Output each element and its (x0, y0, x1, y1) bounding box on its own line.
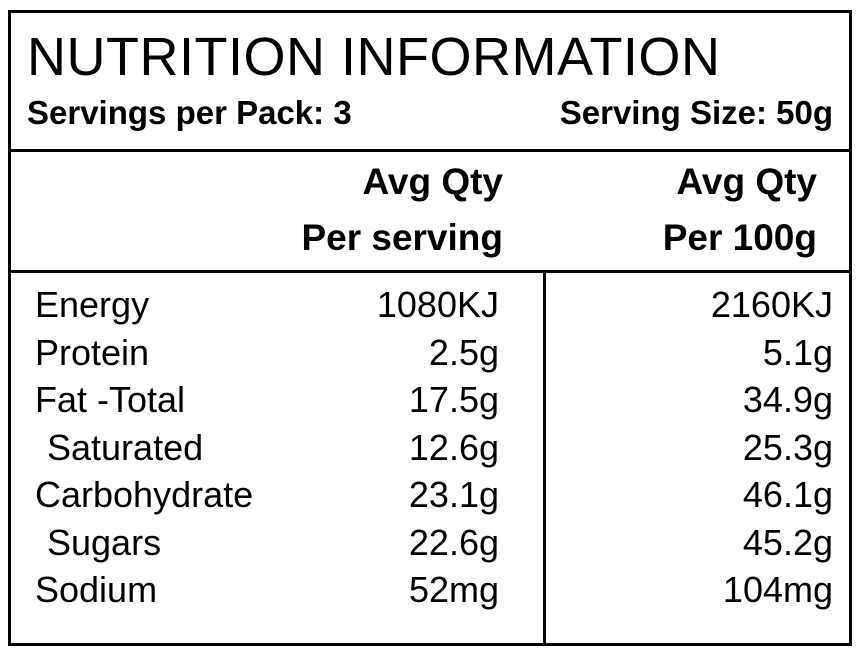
per-100g-value: 45.2g (742, 521, 833, 563)
per-serving-value: 52mg (408, 569, 499, 610)
table-row: Sodium 52mg 104mg (11, 566, 849, 614)
nutrient-name: Energy (35, 284, 150, 325)
nutrient-name: Carbohydrate (35, 474, 254, 515)
per-100g-value: 25.3g (742, 426, 833, 468)
column-divider (543, 273, 546, 643)
nutrient-name: Saturated (47, 426, 204, 468)
table-row: Fat -Total 17.5g 34.9g (11, 376, 849, 424)
per-serving-value: 1080KJ (376, 284, 499, 325)
per-serving-value: 12.6g (408, 426, 499, 468)
per-100g-value: 104mg (722, 569, 833, 610)
nutrient-name: Fat -Total (35, 379, 186, 420)
per-100g-header-line1: Avg Qty (676, 161, 817, 202)
per-100g-value: 46.1g (742, 474, 833, 515)
nutrition-panel: NUTRITION INFORMATION Servings per Pack:… (8, 10, 852, 646)
column-headers: Avg Qty Per serving Avg Qty Per 100g (11, 152, 849, 273)
nutrient-name: Sugars (47, 521, 162, 563)
per-serving-value: 17.5g (408, 379, 499, 420)
per-serving-value: 2.5g (428, 331, 499, 373)
per-serving-value: 23.1g (408, 474, 499, 515)
table-row: Energy 1080KJ 2160KJ (11, 281, 849, 329)
serving-size: Serving Size: 50g (559, 94, 833, 131)
table-row: Sugars 22.6g 45.2g (11, 519, 849, 567)
nutrient-rows: Energy 1080KJ 2160KJ Protein 2.5g 5.1g Fat -To… (11, 281, 849, 614)
per-serving-value: 22.6g (408, 521, 499, 563)
panel-title: NUTRITION INFORMATION (27, 27, 721, 87)
per-100g-value: 34.9g (742, 379, 833, 420)
servings-per-pack: Servings per Pack: 3 (27, 94, 352, 131)
per-100g-value: 5.1g (762, 331, 833, 373)
per-serving-header-line2: Per serving (301, 217, 503, 258)
per-serving-header-line1: Avg Qty (362, 161, 503, 202)
panel-header: NUTRITION INFORMATION Servings per Pack:… (11, 13, 849, 152)
table-row: Saturated 12.6g 25.3g (11, 424, 849, 472)
per-100g-header-line2: Per 100g (662, 217, 817, 258)
nutrient-name: Protein (35, 331, 150, 373)
table-row: Carbohydrate 23.1g 46.1g (11, 471, 849, 519)
per-100g-value: 2160KJ (710, 284, 833, 325)
nutrient-name: Sodium (35, 569, 158, 610)
table-row: Protein 2.5g 5.1g (11, 329, 849, 377)
